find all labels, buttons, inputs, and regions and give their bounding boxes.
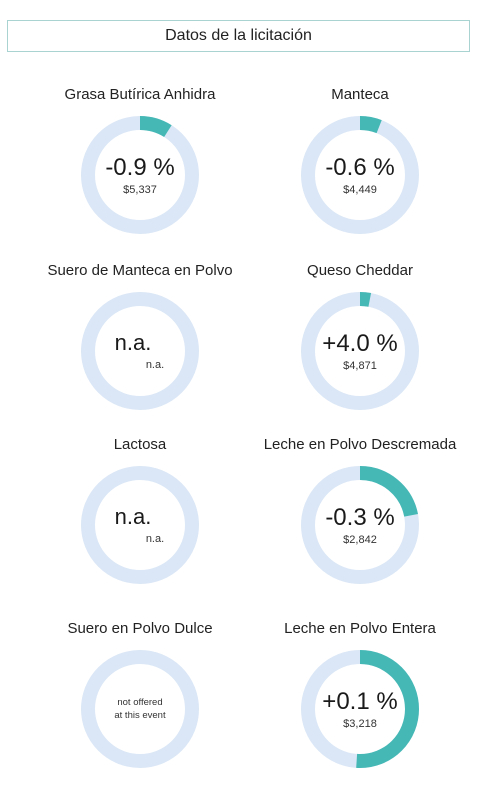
donut-title: Lactosa: [113, 436, 167, 453]
donut-ring: [240, 648, 480, 770]
donut-center: -0.3 % $2,842: [240, 464, 480, 586]
donut-title: Suero en Polvo Dulce: [67, 620, 213, 637]
donut-title: Manteca: [331, 86, 389, 103]
donut-ring: [240, 290, 480, 412]
change-value: +4.0 %: [322, 330, 398, 357]
donut-title: Leche en Polvo Descremada: [263, 436, 457, 453]
donut-center: n.a. n.a.: [20, 290, 260, 412]
donut-arc: [301, 292, 419, 410]
change-value: n.a.: [114, 504, 152, 529]
donut-title: Grasa Butírica Anhidra: [64, 86, 216, 103]
change-value: -0.9 %: [105, 154, 175, 181]
donut-arc: [81, 116, 199, 234]
donut-ring: [240, 464, 480, 586]
donut-track: [81, 292, 199, 410]
page-title: Datos de la licitación: [7, 20, 470, 52]
donut-ring: [20, 464, 260, 586]
donut-center: n.a. n.a.: [20, 464, 260, 586]
donut-ring: [240, 114, 480, 236]
donut-center: +4.0 % $4,871: [240, 290, 480, 412]
price-value: $3,218: [343, 718, 377, 730]
price-value: $4,871: [343, 360, 377, 372]
price-value: $2,842: [343, 534, 377, 546]
donut-track: [81, 466, 199, 584]
donut-center: -0.9 % $5,337: [20, 114, 260, 236]
status-line: at this event: [114, 710, 166, 721]
donut-title: Leche en Polvo Entera: [284, 620, 436, 637]
price-value: $5,337: [123, 184, 157, 196]
donut-ring: [20, 114, 260, 236]
donut-center: -0.6 % $4,449: [240, 114, 480, 236]
change-value: -0.6 %: [325, 154, 395, 181]
price-value: n.a.: [145, 533, 165, 545]
donut-arc: [301, 116, 419, 234]
change-value: -0.3 %: [325, 504, 395, 531]
change-value: +0.1 %: [322, 688, 398, 715]
donut-center: +0.1 % $3,218: [240, 648, 480, 770]
status-line: not offered: [117, 697, 163, 708]
donut-arc: [301, 650, 419, 768]
donut-arc: [301, 466, 419, 584]
price-value: n.a.: [145, 359, 165, 371]
donut-title: Queso Cheddar: [307, 262, 413, 279]
donut-ring: [20, 648, 260, 770]
donut-ring: [20, 290, 260, 412]
price-value: $4,449: [343, 184, 377, 196]
donut-center: not offered at this event: [20, 648, 260, 770]
donut-track: [81, 650, 199, 768]
donut-title: Suero de Manteca en Polvo: [47, 262, 233, 279]
change-value: n.a.: [114, 330, 152, 355]
